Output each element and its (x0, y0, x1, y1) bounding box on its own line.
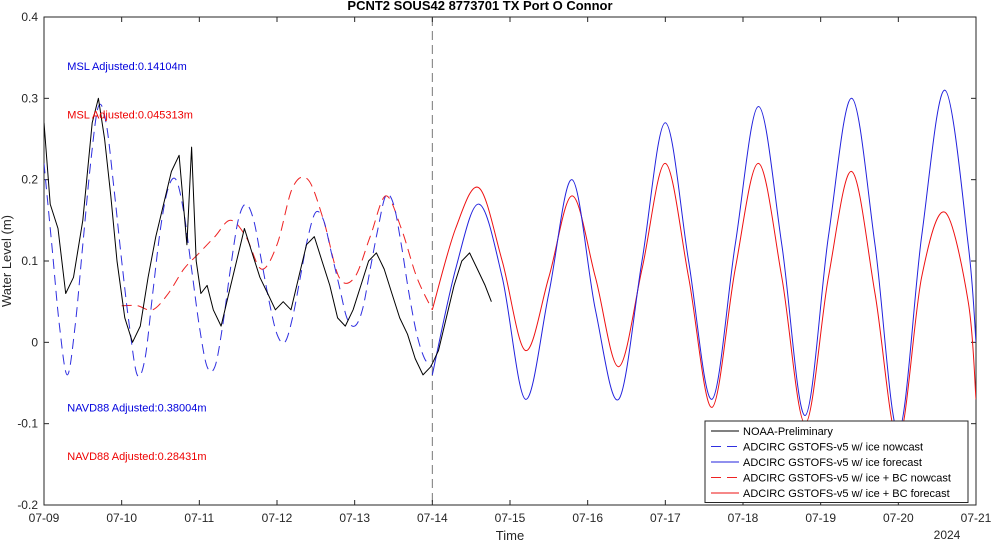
y-tick-label: 0.4 (21, 10, 38, 24)
legend-entry: ADCIRC GSTOFS-v5 w/ ice nowcast (743, 442, 923, 454)
x-tick-label: 07-09 (29, 511, 60, 525)
annotation-label: MSL Adjusted:0.14104m (67, 61, 186, 73)
x-year-label: 2024 (934, 528, 961, 541)
x-tick-label: 07-10 (106, 511, 137, 525)
x-tick-label: 07-17 (650, 511, 681, 525)
annotation-label: NAVD88 Adjusted:0.38004m (67, 402, 206, 414)
x-tick-label: 07-14 (417, 511, 448, 525)
chart-title: PCNT2 SOUS42 8773701 TX Port O Connor (347, 0, 612, 13)
x-tick-label: 07-13 (339, 511, 370, 525)
y-tick-label: -0.2 (17, 498, 38, 512)
series-line (44, 97, 492, 376)
legend-entry: ADCIRC GSTOFS-v5 w/ ice + BC forecast (743, 488, 950, 500)
x-tick-label: 07-19 (805, 511, 836, 525)
annotation-label: MSL Adjusted:0.045313m (67, 110, 193, 122)
series-line (121, 176, 433, 311)
legend: NOAA-Preliminary ADCIRC GSTOFS-v5 w/ ice … (704, 420, 969, 503)
series-line (44, 103, 433, 378)
annotation-label: NAVD88 Adjusted:0.28431m (67, 451, 206, 463)
y-tick-label: 0.3 (21, 91, 38, 105)
plot-area: 07-09 07-10 07-11 07-12 07-13 07-14 07-15 07-16… (17, 10, 991, 525)
y-tick-label: 0.2 (21, 173, 38, 187)
y-axis-title: Water Level (m) (0, 215, 14, 307)
x-tick-label: 07-12 (262, 511, 293, 525)
legend-entry: ADCIRC GSTOFS-v5 w/ ice + BC nowcast (743, 473, 951, 485)
x-tick-label: 07-15 (495, 511, 526, 525)
x-tick-label: 07-18 (728, 511, 759, 525)
x-tick-label: 07-16 (572, 511, 603, 525)
x-tick-label: 07-21 (961, 511, 992, 525)
y-tick-label: -0.1 (17, 417, 38, 431)
legend-box (704, 420, 969, 503)
x-tick-label: 07-20 (883, 511, 914, 525)
x-axis-title: Time (496, 528, 524, 541)
legend-entry: ADCIRC GSTOFS-v5 w/ ice forecast (743, 457, 922, 469)
y-tick-label: 0.1 (21, 254, 38, 268)
legend-entry: NOAA-Preliminary (743, 426, 833, 438)
x-tick-label: 07-11 (184, 511, 214, 525)
y-tick-label: 0 (31, 335, 38, 349)
